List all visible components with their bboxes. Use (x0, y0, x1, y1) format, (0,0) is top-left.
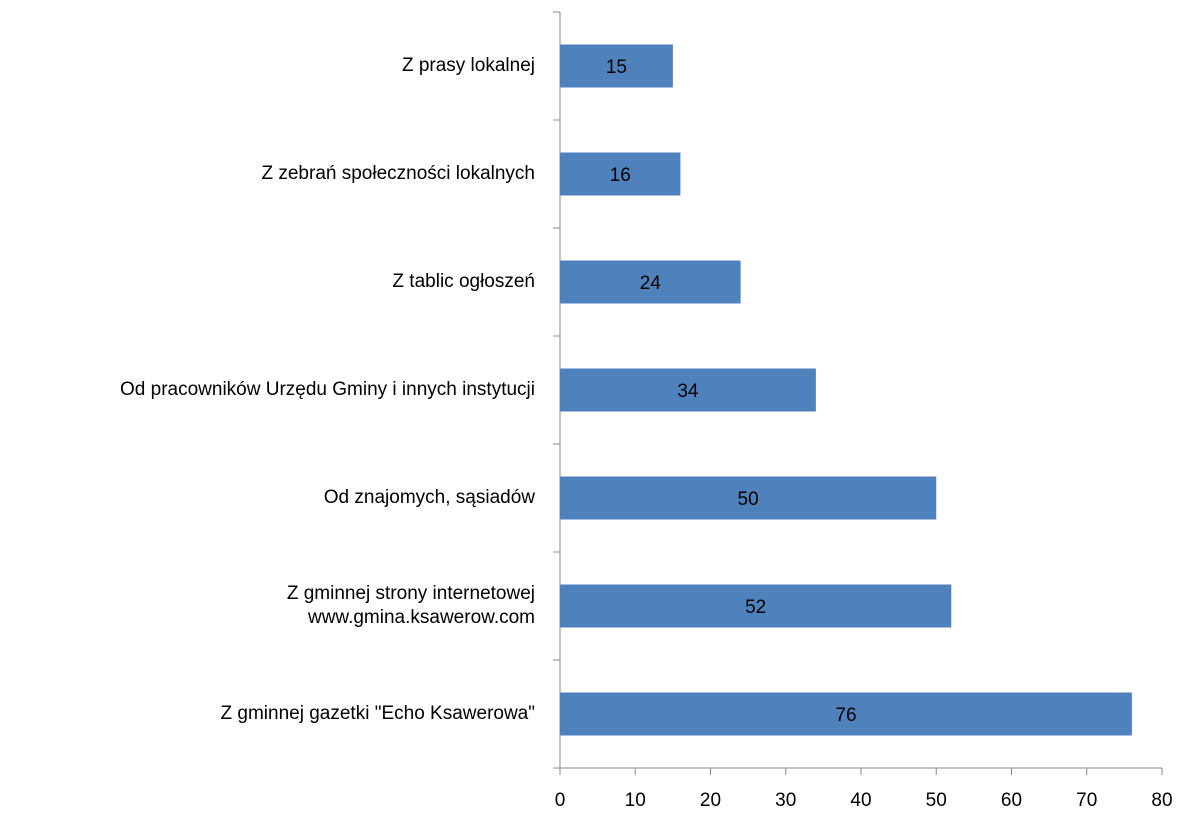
category-label: Z zebrań społeczności lokalnych (261, 163, 535, 184)
x-tick-label: 70 (1076, 790, 1097, 811)
x-tick-label: 50 (926, 790, 947, 811)
bar (560, 44, 673, 88)
category-label: Z gminnej strony internetowej www.gmina.… (286, 583, 535, 628)
value-label: 52 (745, 597, 766, 618)
bar (560, 368, 816, 412)
x-tick-label: 10 (625, 790, 646, 811)
category-label: Z gminnej gazetki "Echo Ksawerowa" (220, 703, 535, 724)
bar (560, 476, 937, 520)
bar (560, 152, 681, 196)
category-label: Z prasy lokalnej (401, 55, 535, 76)
bar (560, 584, 952, 628)
value-label: 16 (610, 165, 631, 186)
value-label: 24 (640, 273, 662, 294)
category-label: Od pracowników Urzędu Gminy i innych ins… (120, 379, 535, 400)
x-tick-label: 60 (1001, 790, 1022, 811)
x-tick-label: 20 (700, 790, 721, 811)
x-tick-label: 0 (555, 790, 566, 811)
value-label: 76 (835, 705, 856, 726)
category-label: Z tablic ogłoszeń (392, 271, 535, 292)
x-tick-label: 80 (1151, 790, 1172, 811)
bar (560, 260, 741, 304)
x-tick-label: 30 (775, 790, 796, 811)
value-label: 34 (677, 381, 699, 402)
value-label: 15 (606, 57, 627, 78)
category-label: Od znajomych, sąsiadów (323, 487, 535, 508)
x-tick-label: 40 (850, 790, 871, 811)
bar (560, 692, 1132, 736)
value-label: 50 (738, 489, 759, 510)
